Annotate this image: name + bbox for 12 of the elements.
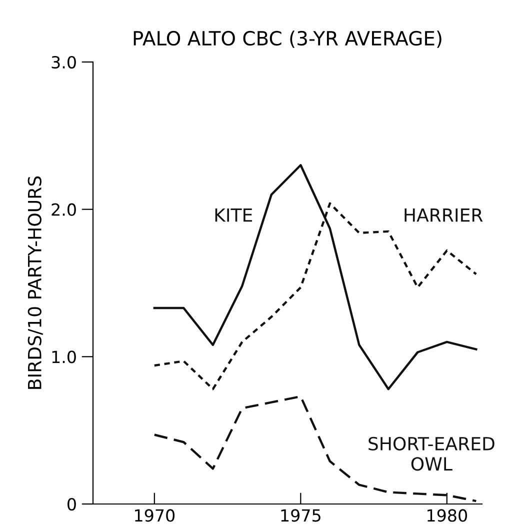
x-tick-label: 1975 xyxy=(281,509,320,522)
series-label: SHORT-EARED OWL xyxy=(368,436,494,471)
y-tick-label: 0 xyxy=(68,498,76,511)
y-tick-label: 3.0 xyxy=(52,56,76,69)
y-tick-label: 1.0 xyxy=(52,350,76,364)
chart-title: PALO ALTO CBC (3-YR AVERAGE) xyxy=(134,30,442,48)
series-label: KITE xyxy=(215,208,252,222)
series-label: HARRIER xyxy=(404,208,483,222)
y-tick-label: 2.0 xyxy=(52,203,76,216)
y-axis-title: BIRDS/10 PARTY-HOURS xyxy=(28,176,43,389)
x-tick-label: 1970 xyxy=(135,509,175,522)
x-tick-label: 1980 xyxy=(428,509,468,522)
